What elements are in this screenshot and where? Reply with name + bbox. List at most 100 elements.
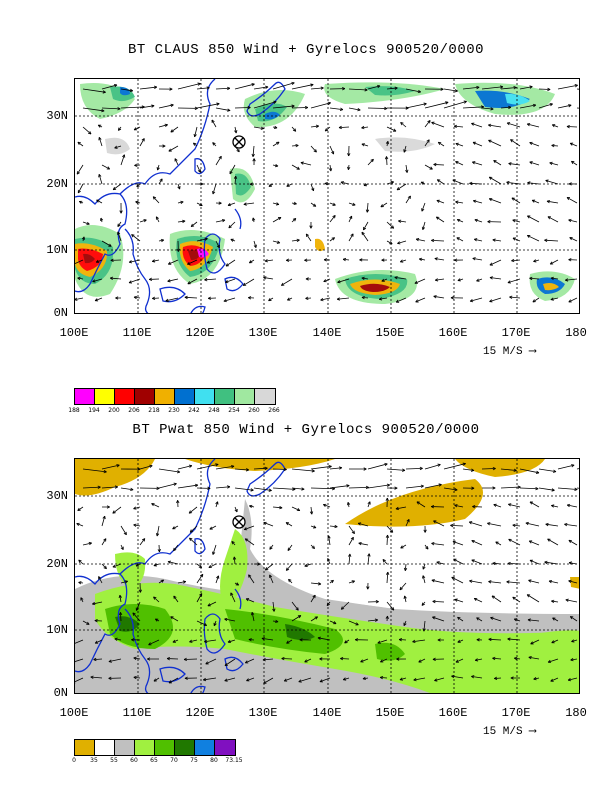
wind-vector <box>101 164 110 170</box>
wind-vector-head <box>551 488 555 492</box>
wind-vector-head <box>211 119 215 123</box>
wind-vector-head <box>248 296 252 300</box>
legend-label: 200 <box>108 407 120 414</box>
wind-vector <box>310 183 314 191</box>
wind-vector-head <box>192 142 197 146</box>
wind-vector-head <box>264 259 268 263</box>
wind-vector <box>413 677 426 681</box>
wind-vector-head <box>450 296 454 300</box>
wind-vector <box>329 164 332 172</box>
wind-vector-head <box>80 597 84 601</box>
wind-vector <box>454 504 464 508</box>
wind-vector <box>511 259 521 262</box>
wind-vector <box>204 639 217 643</box>
wind-vector-head <box>530 641 534 645</box>
wind-vector-head <box>114 145 118 149</box>
wind-vector-head <box>312 203 317 207</box>
wind-vector-head <box>230 238 234 242</box>
wind-vector-head <box>455 200 459 204</box>
wind-vector-head <box>209 526 213 530</box>
wind-vector-head <box>94 619 98 623</box>
wind-vector-head <box>552 617 556 621</box>
wind-vector-head <box>527 618 531 622</box>
wind-vector <box>173 544 179 552</box>
wind-vector <box>386 601 395 611</box>
wind-vector-head <box>574 487 578 491</box>
wind-vector-head <box>203 622 208 626</box>
wind-vector <box>98 137 103 147</box>
p2-xtick: 170E <box>501 706 531 720</box>
wind-vector <box>158 468 181 473</box>
wind-vector-head <box>531 199 536 203</box>
wind-vector-head <box>221 218 226 223</box>
wind-vector-head <box>493 503 497 507</box>
wind-vector <box>386 240 393 245</box>
wind-vector <box>538 103 553 109</box>
wind-vector-head <box>228 224 232 229</box>
wind-vector <box>329 202 336 206</box>
wind-vector <box>170 616 179 622</box>
wind-vector <box>139 219 147 223</box>
wind-vector-head <box>153 85 158 89</box>
wind-vector-head <box>334 524 338 529</box>
wind-vector <box>424 164 433 170</box>
wind-vector-head <box>337 280 341 284</box>
wind-vector-head <box>328 168 333 172</box>
wind-vector <box>228 221 236 229</box>
coastlines <box>75 79 286 313</box>
wind-vector <box>337 278 350 283</box>
wind-vector <box>246 677 255 682</box>
wind-vector <box>234 176 237 185</box>
wind-vector <box>101 464 120 470</box>
cloud-shading <box>75 82 575 304</box>
wind-vector-head <box>88 131 92 135</box>
wind-vector <box>405 88 421 93</box>
wind-vector-head <box>291 104 295 108</box>
vector-scale-arrow: ⟶ <box>529 346 536 358</box>
wind-vector-head <box>114 637 118 641</box>
wind-vector-head <box>117 231 121 235</box>
wind-vector-head <box>433 295 437 299</box>
wind-vector-head <box>385 615 389 619</box>
wind-vector-head <box>396 187 401 191</box>
wind-vector <box>489 259 502 266</box>
wind-vector <box>284 677 293 682</box>
wind-vector <box>405 467 423 470</box>
wind-vector-head <box>551 504 555 508</box>
wind-vector-head <box>420 484 424 488</box>
wind-vector-head <box>549 103 553 107</box>
wind-vector-head <box>421 226 426 231</box>
wind-vector-head <box>451 674 455 679</box>
wind-vector-head <box>180 200 184 204</box>
wind-vector-head <box>569 237 573 241</box>
wind-vector-head <box>551 124 556 128</box>
wind-vector-head <box>248 260 253 264</box>
wind-vector <box>343 258 350 261</box>
wind-vector-head <box>77 189 81 194</box>
wind-vector-head <box>331 237 336 241</box>
wind-vector <box>455 201 464 204</box>
wind-vector <box>139 86 157 90</box>
wind-vector <box>454 598 464 603</box>
wind-vector <box>571 639 578 643</box>
wind-vector-head <box>262 658 266 662</box>
wind-vector-head <box>108 659 112 663</box>
wind-vector-head <box>253 244 257 248</box>
wind-vector-head <box>347 166 351 170</box>
wind-vector <box>348 202 356 206</box>
legend-label: 35 <box>90 757 98 764</box>
wind-vector <box>76 523 84 527</box>
wind-vector-head <box>472 199 477 203</box>
wind-vector-head <box>250 488 254 492</box>
wind-vector <box>386 126 397 132</box>
wind-vector-head <box>311 545 316 550</box>
wind-vector-head <box>323 258 327 262</box>
wind-vector <box>272 105 295 109</box>
wind-vector <box>223 297 236 302</box>
wind-vector <box>489 297 502 302</box>
p2-xtick: 130E <box>248 706 278 720</box>
wind-vector <box>568 297 578 303</box>
wind-vector-head <box>189 529 194 533</box>
wind-vector-head <box>489 276 493 280</box>
wind-vector <box>133 657 141 660</box>
